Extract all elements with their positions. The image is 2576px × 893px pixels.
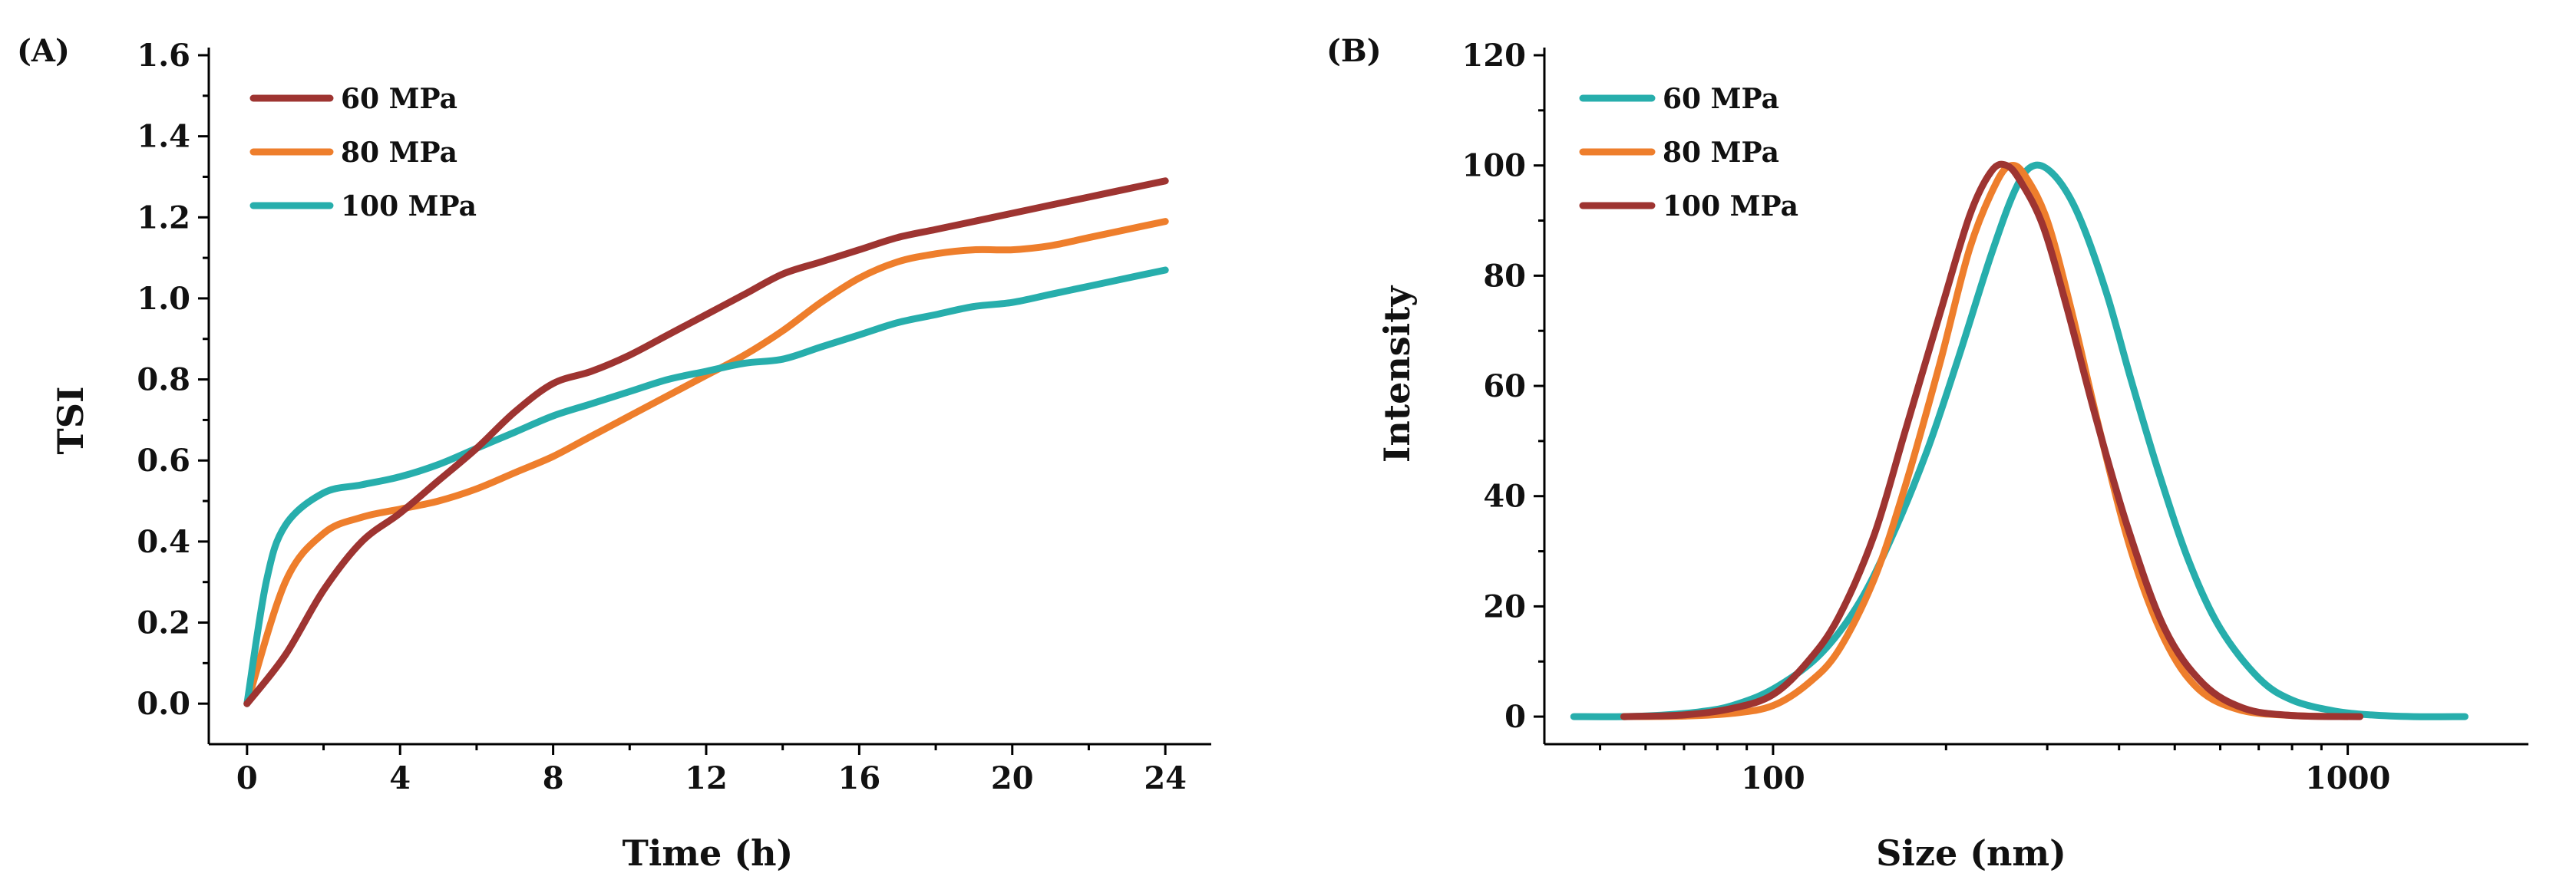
y-tick-label: 20 [1483, 588, 1526, 624]
chart-panel-b: (B) 60 MPa 80 MPa 100 MPa 0 20 40 60 80 100 120 1… [1326, 33, 2528, 874]
legend-a: 60 MPa 80 MPa 100 MPa [249, 83, 477, 222]
legend-label: 60 MPa [1663, 83, 1779, 115]
y-tick-label: 60 [1483, 368, 1526, 404]
y-tick-label: 40 [1483, 479, 1526, 515]
y-tick-label: 1.6 [137, 38, 190, 74]
x-tick-label: 12 [685, 760, 728, 796]
y-tick-label: 1.0 [137, 281, 190, 317]
legend-label: 80 MPa [1663, 137, 1779, 169]
x-tick-label: 24 [1144, 760, 1187, 796]
x-tick-label: 20 [991, 760, 1034, 796]
series-line-100-mpa [1620, 160, 2363, 720]
legend-label: 100 MPa [1663, 190, 1798, 222]
series-line-80-mpa [243, 218, 1169, 707]
y-tick-label: 1.2 [137, 199, 190, 236]
legend-label: 60 MPa [341, 83, 457, 115]
y-axis-title-b: Intensity [1376, 285, 1418, 463]
y-tick-label: 0.0 [137, 686, 190, 722]
y-axis-title-a: TSI [50, 387, 91, 455]
chart-panel-a: (A) 60 MPa 80 MPa 100 MPa 0.0 0.2 0.4 0.6 0.8 1… [17, 33, 1211, 874]
y-tick-label: 120 [1462, 38, 1527, 74]
legend-b: 60 MPa 80 MPa 100 MPa [1579, 83, 1798, 222]
series-group-b [1570, 160, 2469, 720]
y-tick-label: 0.6 [137, 443, 190, 479]
x-tick-label: 1000 [2305, 760, 2390, 796]
legend-label: 80 MPa [341, 137, 457, 169]
x-axis-title-a: Time (h) [623, 832, 794, 874]
x-tick-label: 100 [1741, 760, 1805, 796]
x-axis-title-b: Size (nm) [1876, 832, 2066, 874]
axes-b: 0 20 40 60 80 100 120 100 1000 [1462, 38, 2528, 796]
series-line-100-mpa [243, 266, 1169, 707]
axes-a: 0.0 0.2 0.4 0.6 0.8 1.0 1.2 1.4 1.6 0 4 8 12 16 20 24 [137, 38, 1211, 796]
y-tick-label: 0 [1504, 699, 1526, 735]
x-tick-label: 8 [543, 760, 564, 796]
series-line-60-mpa [243, 177, 1169, 707]
panel-label-b: (B) [1326, 33, 1382, 69]
y-tick-label: 0.4 [137, 524, 190, 560]
x-tick-label: 4 [389, 760, 411, 796]
legend-label: 100 MPa [341, 190, 477, 222]
series-line-60-mpa [1570, 161, 2469, 720]
x-tick-label: 16 [838, 760, 881, 796]
panel-label-a: (A) [17, 33, 70, 69]
y-tick-label: 100 [1462, 148, 1527, 184]
x-tick-label: 0 [236, 760, 258, 796]
y-tick-label: 80 [1483, 258, 1526, 294]
y-tick-label: 0.8 [137, 362, 190, 398]
series-group-a [243, 177, 1169, 707]
y-tick-label: 0.2 [137, 605, 190, 641]
y-tick-label: 1.4 [137, 119, 190, 155]
